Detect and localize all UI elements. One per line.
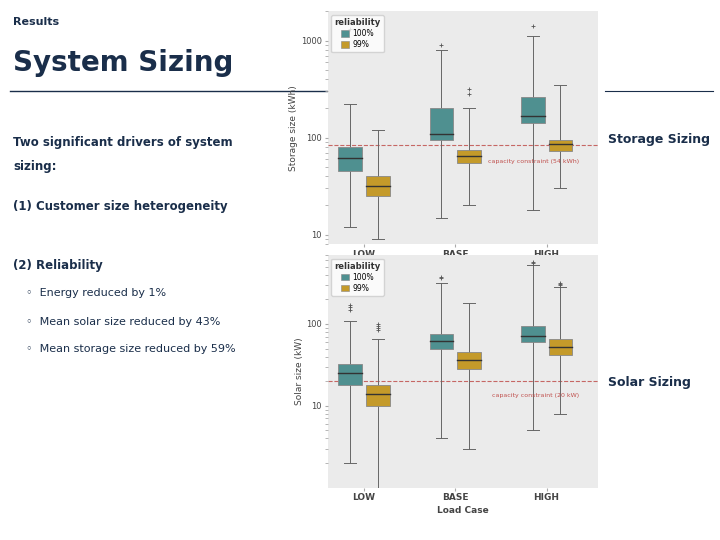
Text: capacity constraint (20 kW): capacity constraint (20 kW) bbox=[492, 393, 580, 398]
Text: sizing:: sizing: bbox=[13, 160, 57, 173]
Text: Results: Results bbox=[13, 17, 59, 27]
X-axis label: Load Case: Load Case bbox=[437, 507, 488, 515]
Text: (1) Customer size heterogeneity: (1) Customer size heterogeneity bbox=[13, 200, 228, 213]
Bar bbox=[366, 176, 390, 196]
Bar bbox=[549, 140, 572, 151]
Legend: 100%, 99%: 100%, 99% bbox=[331, 259, 384, 295]
Y-axis label: Solar size (kW): Solar size (kW) bbox=[294, 338, 304, 405]
Bar bbox=[366, 385, 390, 406]
Bar bbox=[338, 147, 362, 171]
Text: Storage Sizing: Storage Sizing bbox=[608, 133, 711, 146]
Bar bbox=[521, 97, 544, 124]
Bar bbox=[549, 339, 572, 355]
Text: capacity constraint (54 kWh): capacity constraint (54 kWh) bbox=[488, 159, 580, 164]
X-axis label: Load Case: Load Case bbox=[437, 263, 488, 272]
Text: 11/22/2020: 11/22/2020 bbox=[22, 515, 73, 524]
Y-axis label: Storage size (kWh): Storage size (kWh) bbox=[289, 85, 298, 171]
Bar bbox=[521, 326, 544, 342]
Text: 22: 22 bbox=[687, 515, 698, 524]
Text: Two significant drivers of system: Two significant drivers of system bbox=[13, 136, 233, 148]
Text: WILL GORMAN | LAB MEETING | UC BERKELEY: WILL GORMAN | LAB MEETING | UC BERKELEY bbox=[258, 515, 462, 524]
Bar bbox=[430, 109, 454, 140]
Text: Solar Sizing: Solar Sizing bbox=[608, 376, 691, 389]
Text: System Sizing: System Sizing bbox=[13, 49, 233, 77]
Bar bbox=[338, 364, 362, 385]
Text: ◦  Mean storage size reduced by 59%: ◦ Mean storage size reduced by 59% bbox=[26, 344, 236, 354]
Legend: 100%, 99%: 100%, 99% bbox=[331, 15, 384, 52]
Text: ◦  Energy reduced by 1%: ◦ Energy reduced by 1% bbox=[26, 288, 166, 299]
Text: (2) Reliability: (2) Reliability bbox=[13, 259, 103, 272]
Bar bbox=[457, 150, 481, 163]
Bar bbox=[457, 353, 481, 369]
Text: ◦  Mean solar size reduced by 43%: ◦ Mean solar size reduced by 43% bbox=[26, 316, 220, 327]
Bar bbox=[430, 334, 454, 349]
